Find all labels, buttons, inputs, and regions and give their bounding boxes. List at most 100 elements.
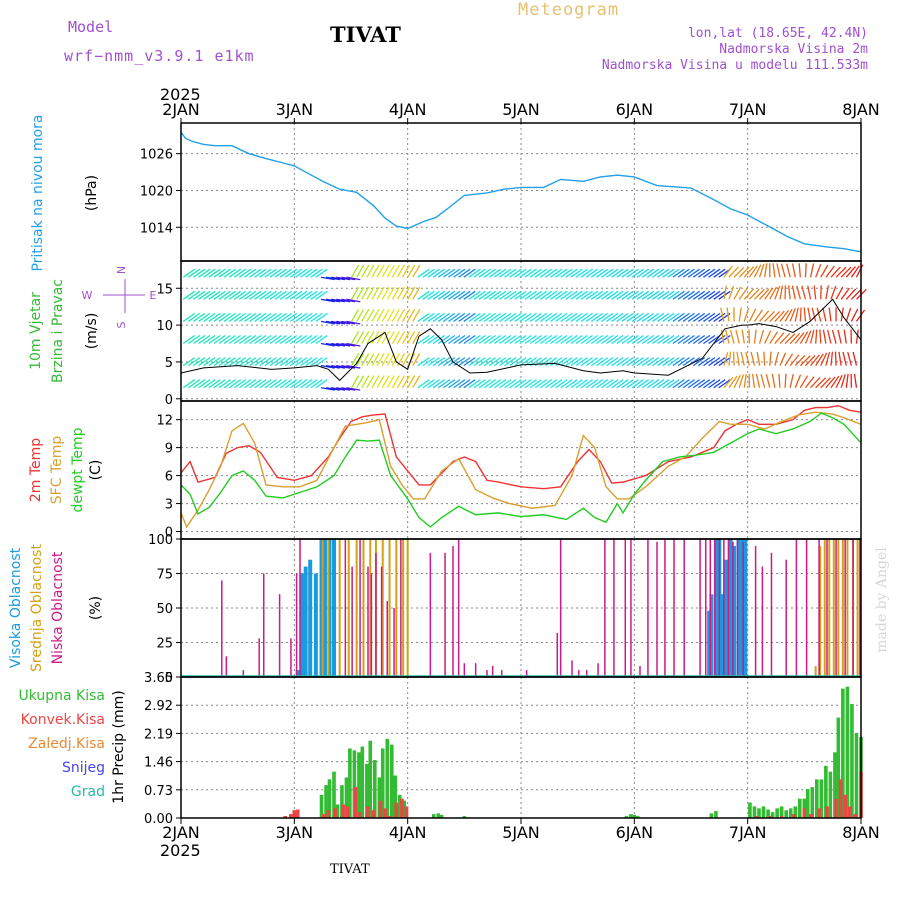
wind-barb: [437, 357, 451, 367]
wind-barb: [682, 379, 695, 389]
wind-barb: [356, 308, 365, 322]
bottom-xtick-label: 2JAN: [162, 823, 200, 842]
wind-barb: [738, 374, 744, 388]
wind-barb: [509, 334, 522, 345]
wind-barb: [616, 312, 629, 322]
wind-barb: [529, 268, 542, 278]
wind-barb: [417, 379, 430, 389]
wind-barb: [249, 268, 262, 278]
wind-barb: [601, 379, 614, 389]
wind-barb: [657, 334, 670, 345]
wind-barb: [774, 285, 781, 300]
wind-barb: [478, 312, 491, 322]
precip-bar-0: [775, 808, 779, 818]
wind-barb: [529, 334, 542, 345]
wind-barb: [539, 290, 553, 300]
precip-bar-0: [779, 806, 784, 818]
wind-barb: [672, 268, 685, 278]
wind-barb: [616, 357, 629, 367]
wind-barb: [269, 357, 282, 367]
wind-barb: [198, 268, 211, 278]
wind-barb: [493, 312, 507, 322]
precip-bar-1: [838, 779, 843, 818]
wind-barb: [284, 268, 298, 278]
wind-barb: [555, 268, 568, 278]
precip-bar-1: [366, 806, 370, 818]
cloud-bar-2: [500, 670, 503, 677]
wind-barb: [488, 290, 502, 300]
wind-barb: [738, 266, 750, 278]
pressure-line: [180, 131, 862, 253]
wind-barb: [218, 357, 231, 367]
wind-barb: [371, 308, 380, 322]
wind-barb: [729, 329, 735, 344]
wind-barb: [514, 334, 527, 345]
wind-barb: [764, 287, 774, 300]
wind-barb: [407, 264, 416, 278]
wind-barb: [728, 351, 732, 366]
wind-barb: [203, 290, 216, 300]
wind-unit: (m/s): [84, 313, 100, 350]
wind-barb: [218, 268, 231, 278]
wind-barb: [621, 379, 634, 389]
wind-barb: [493, 334, 507, 345]
precip-bar-1: [754, 816, 759, 818]
wind-barb: [381, 308, 390, 322]
precip-ytick-label: 0.00: [144, 812, 173, 827]
wind-barb: [499, 379, 512, 389]
wind-barb: [422, 379, 435, 389]
wind-barb: [203, 268, 216, 278]
top-year-label: 2025: [160, 85, 201, 104]
wind-barb: [422, 312, 435, 322]
wind-barb: [733, 286, 742, 300]
wind-barb: [310, 268, 323, 278]
wind-barb: [703, 379, 716, 389]
wind-barb: [346, 342, 361, 347]
cloud-ytick-label: 75: [156, 568, 173, 583]
wind-barb: [493, 357, 507, 367]
wind-barb: [667, 379, 680, 389]
cloud-bar-2: [556, 632, 559, 677]
wind-barb: [412, 308, 421, 322]
wind-barb: [187, 334, 201, 345]
wind-barb: [519, 312, 532, 322]
wind-barb: [453, 268, 466, 278]
precip-bar-1: [353, 787, 358, 818]
wind-barb: [336, 320, 351, 325]
wind-barb: [544, 357, 558, 367]
wind-barb: [310, 312, 323, 322]
wind-barb: [687, 334, 701, 345]
wind-barb: [769, 351, 772, 366]
cloud-bar-2: [258, 638, 260, 677]
temperature-ytick-label: 9: [165, 442, 173, 457]
wind-barb: [636, 379, 650, 389]
wind-barb: [432, 379, 446, 389]
wind-barb: [718, 334, 731, 345]
wind-barb: [351, 375, 360, 389]
wind-barb: [560, 290, 573, 300]
wind-barb: [488, 357, 502, 367]
wind-barb: [801, 285, 807, 300]
wind-speed-line: [180, 298, 862, 382]
wind-barb: [198, 379, 211, 389]
cloud-bar-2: [359, 539, 361, 677]
wind-barb: [208, 334, 221, 345]
wind-ytick-label: 0: [165, 393, 173, 408]
precip-bar-0: [815, 779, 819, 818]
cloud-bar-2: [736, 539, 739, 677]
precip-bar-0: [344, 777, 349, 818]
wind-barb: [493, 379, 507, 389]
cloud-bar-2: [585, 670, 588, 677]
wind-barb: [442, 357, 456, 367]
wind-barb: [427, 268, 440, 278]
wind-barb: [580, 290, 593, 300]
wind-barb: [626, 334, 639, 345]
wind-barb: [636, 357, 650, 367]
wind-barb: [539, 312, 553, 322]
wind-barb: [289, 312, 303, 322]
wind-barb: [764, 330, 772, 344]
wind-barb: [565, 334, 578, 345]
temp-line-2: [180, 412, 862, 528]
precip-legend-1: Konvek.Kisa: [21, 712, 105, 728]
wind-barb: [279, 357, 293, 367]
